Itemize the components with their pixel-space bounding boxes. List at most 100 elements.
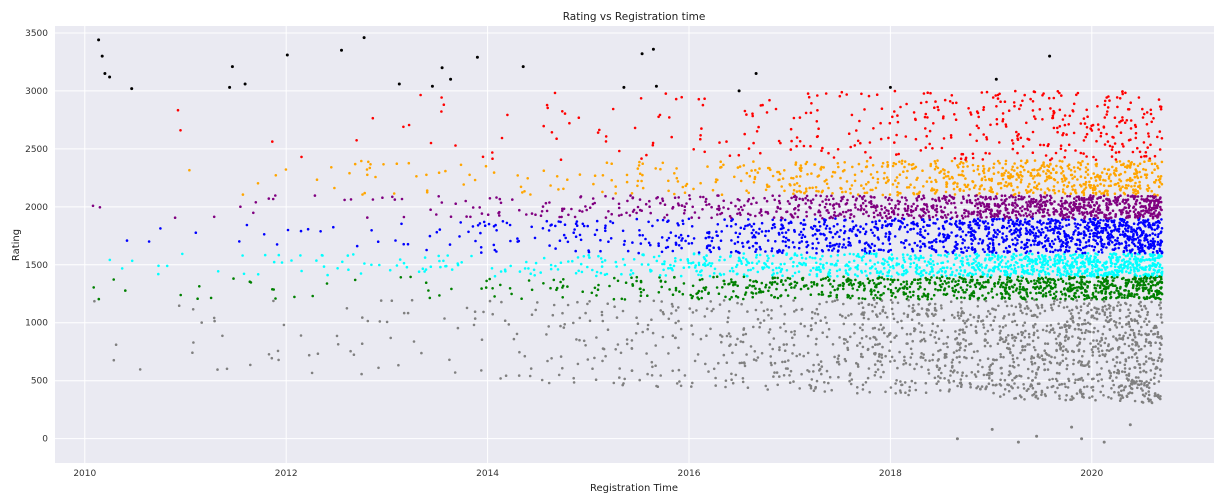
data-point (956, 314, 960, 317)
data-point (910, 214, 913, 217)
data-point (795, 136, 799, 139)
data-point (1153, 382, 1156, 386)
data-point (696, 353, 700, 356)
data-point (1060, 177, 1064, 181)
data-point (939, 348, 942, 352)
data-point (991, 307, 994, 311)
data-point (1160, 321, 1164, 324)
data-point (1007, 211, 1010, 215)
data-point (824, 277, 827, 280)
data-point (792, 299, 795, 302)
data-point (779, 304, 783, 308)
data-point (586, 224, 589, 228)
data-point (839, 199, 843, 203)
data-point (1113, 364, 1117, 368)
data-point (299, 334, 303, 337)
data-point (810, 285, 814, 288)
data-point (1048, 213, 1051, 217)
data-point (1155, 274, 1159, 278)
data-point (982, 326, 986, 329)
data-point (725, 140, 728, 143)
data-point (798, 353, 802, 356)
data-point (844, 210, 848, 214)
data-point (986, 253, 989, 256)
data-point (1120, 325, 1124, 329)
data-point (406, 311, 410, 315)
data-point (1105, 265, 1109, 269)
data-point (1039, 285, 1042, 288)
data-point (1011, 165, 1014, 169)
data-point (742, 333, 745, 337)
data-point (621, 383, 624, 387)
data-point (797, 203, 801, 207)
data-point (499, 377, 502, 380)
data-point (1003, 378, 1007, 382)
data-point (777, 178, 780, 182)
data-point (1058, 221, 1062, 225)
data-point (680, 204, 684, 207)
data-point (788, 374, 791, 377)
data-point (1120, 271, 1124, 274)
data-point (640, 209, 643, 212)
data-point (1036, 368, 1040, 371)
data-point (1092, 155, 1095, 159)
data-point (636, 322, 640, 326)
data-point (1055, 349, 1058, 353)
data-point (697, 263, 701, 267)
data-point (1004, 181, 1008, 184)
data-point (1111, 358, 1115, 361)
data-point (953, 157, 957, 160)
data-point (363, 262, 366, 265)
data-point (1118, 317, 1122, 320)
data-point (601, 319, 605, 323)
data-point (1005, 304, 1009, 308)
data-point (267, 197, 271, 200)
data-point (834, 232, 837, 236)
data-point (631, 210, 635, 213)
data-point (1035, 303, 1038, 307)
data-point (899, 191, 902, 195)
data-point (919, 356, 923, 359)
data-point (829, 291, 832, 294)
data-point (1058, 159, 1062, 163)
data-point (1126, 108, 1130, 111)
data-point (984, 280, 988, 284)
data-point (690, 261, 693, 265)
data-point (695, 309, 698, 312)
data-point (343, 198, 346, 202)
data-point (1143, 160, 1146, 163)
data-point (783, 360, 787, 364)
data-point (1158, 263, 1162, 267)
data-point (768, 286, 771, 289)
data-point (798, 184, 801, 188)
data-point (1092, 238, 1095, 241)
data-point (700, 269, 703, 272)
data-point (697, 251, 701, 254)
data-point (1119, 303, 1122, 307)
data-point (950, 94, 954, 97)
data-point (239, 205, 242, 208)
data-point (1028, 213, 1031, 216)
data-point (912, 222, 916, 226)
data-point (922, 256, 925, 260)
data-point (767, 229, 770, 233)
data-point (841, 169, 845, 173)
data-point (1110, 275, 1114, 279)
data-point (577, 116, 581, 119)
data-point (616, 279, 620, 283)
data-point (492, 243, 496, 247)
data-point (839, 176, 842, 180)
data-point (1035, 226, 1039, 229)
data-point (822, 223, 826, 226)
data-point (863, 108, 866, 111)
data-point (635, 279, 638, 283)
data-point (1116, 275, 1119, 279)
data-point (1079, 337, 1082, 341)
data-point (778, 375, 781, 378)
data-point (964, 215, 967, 218)
data-point (1083, 337, 1086, 341)
data-point (1054, 151, 1058, 155)
data-point (1091, 389, 1095, 392)
data-point (861, 297, 864, 300)
data-point (1147, 357, 1151, 360)
